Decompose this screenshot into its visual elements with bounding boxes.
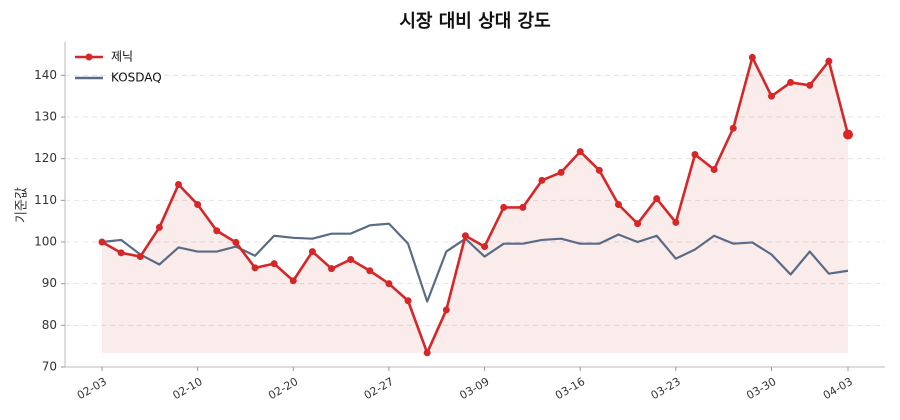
x-tick-label: 02-20 bbox=[266, 375, 300, 402]
point bbox=[251, 264, 259, 272]
x-tick-label: 03-30 bbox=[744, 375, 778, 402]
y-tick-label: 90 bbox=[42, 276, 57, 290]
point bbox=[98, 238, 106, 246]
point bbox=[385, 280, 393, 288]
point bbox=[806, 81, 814, 89]
point bbox=[500, 203, 508, 211]
point bbox=[595, 166, 603, 174]
x-tick-label: 02-27 bbox=[362, 375, 396, 402]
y-tick-label: 130 bbox=[34, 110, 57, 124]
point bbox=[175, 181, 183, 188]
y-axis-label: 기준값 bbox=[15, 187, 30, 223]
point bbox=[614, 201, 622, 208]
point bbox=[634, 220, 642, 228]
point bbox=[519, 203, 527, 211]
point bbox=[347, 256, 355, 263]
y-tick-label: 70 bbox=[42, 360, 57, 374]
point bbox=[423, 349, 431, 357]
y-tick-label: 140 bbox=[34, 68, 57, 82]
point bbox=[672, 218, 680, 226]
point bbox=[194, 201, 202, 208]
point bbox=[232, 238, 240, 246]
point bbox=[117, 249, 125, 257]
point bbox=[748, 53, 756, 61]
point bbox=[825, 57, 833, 65]
point bbox=[442, 306, 450, 314]
x-tick-label: 02-10 bbox=[170, 375, 204, 402]
point bbox=[366, 267, 374, 275]
series-line bbox=[101, 222, 849, 303]
legend-marker bbox=[85, 53, 93, 61]
point bbox=[538, 176, 546, 184]
point bbox=[557, 168, 565, 176]
point bbox=[843, 129, 853, 140]
point bbox=[155, 223, 163, 231]
point bbox=[461, 232, 469, 240]
x-tick-label: 02-03 bbox=[75, 375, 109, 402]
x-tick-label: 03-16 bbox=[553, 375, 587, 402]
point bbox=[576, 148, 584, 156]
point bbox=[767, 92, 775, 100]
point bbox=[289, 277, 297, 285]
point bbox=[328, 265, 336, 273]
area-fill bbox=[102, 57, 848, 353]
point bbox=[653, 195, 661, 203]
point bbox=[404, 297, 412, 305]
legend-label: 제닉 bbox=[111, 50, 133, 64]
y-tick-label: 110 bbox=[34, 193, 57, 207]
point bbox=[270, 260, 278, 268]
point bbox=[787, 78, 795, 86]
point bbox=[481, 243, 489, 251]
legend-label: KOSDAQ bbox=[111, 71, 162, 85]
y-tick-label: 120 bbox=[34, 151, 57, 165]
point bbox=[710, 166, 718, 173]
x-tick-label: 03-09 bbox=[457, 375, 491, 402]
y-tick-label: 100 bbox=[34, 235, 57, 249]
y-tick-label: 80 bbox=[42, 318, 57, 332]
series-line bbox=[101, 56, 850, 355]
x-tick-label: 03-23 bbox=[649, 375, 683, 402]
chart-title: 시장 대비 상대 강도 bbox=[399, 11, 550, 32]
point bbox=[729, 124, 737, 132]
point bbox=[213, 227, 221, 235]
x-tick-label: 04-03 bbox=[821, 375, 855, 402]
point bbox=[136, 253, 144, 261]
point bbox=[308, 248, 316, 256]
point bbox=[691, 151, 699, 158]
